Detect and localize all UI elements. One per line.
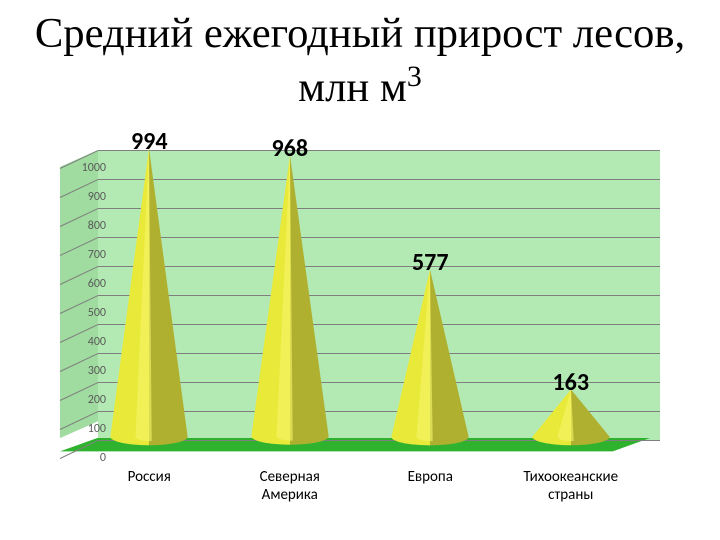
cone-bar: 968 xyxy=(240,150,340,440)
data-label: 577 xyxy=(412,248,449,277)
x-tick-label: Россия xyxy=(74,468,225,486)
title-line2-prefix: млн м xyxy=(298,64,407,111)
title-line2-sup: 3 xyxy=(407,60,422,93)
data-label: 994 xyxy=(131,127,168,156)
title-line1: Средний ежегодный прирост лесов, xyxy=(35,10,685,57)
x-tick-label: Тихоокеанскиестраны xyxy=(496,468,647,504)
cone-bar: 994 xyxy=(99,150,199,440)
cone-bar: 163 xyxy=(521,150,621,440)
data-label: 968 xyxy=(272,134,309,163)
x-tick-label: СевернаяАмерика xyxy=(215,468,366,504)
y-tick-label: 0 xyxy=(100,451,106,465)
chart-title: Средний ежегодный прирост лесов, млн м3 xyxy=(0,0,720,114)
x-tick-label: Европа xyxy=(355,468,506,486)
chart-area: 994 968 577 163 xyxy=(60,150,670,460)
cone-bar: 577 xyxy=(380,150,480,440)
data-label: 163 xyxy=(553,368,590,397)
